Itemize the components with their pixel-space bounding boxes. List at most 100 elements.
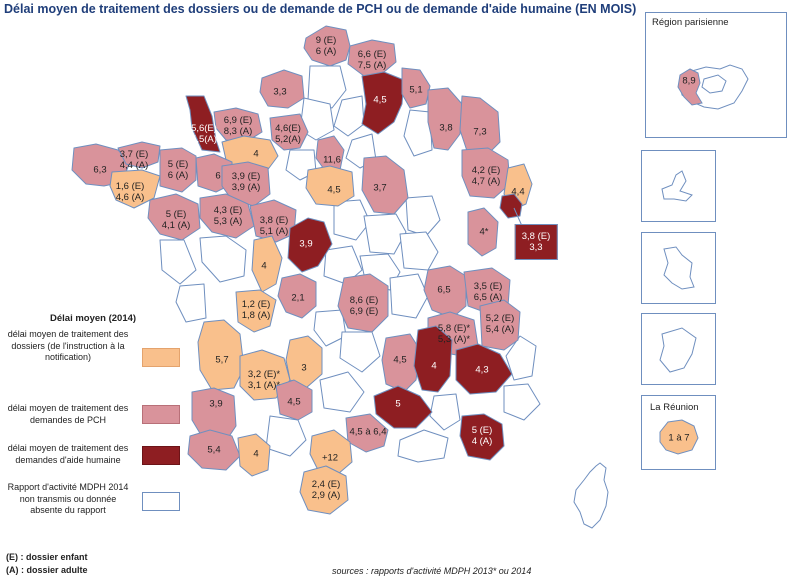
legend-label-pch: délai moyen de traitement des demandes d… [7, 403, 129, 425]
department-label-calvados: 6,9 (E) 8,3 (A) [223, 115, 253, 137]
department-nord [303, 25, 351, 67]
department-aisne [347, 39, 397, 77]
department-gard [373, 385, 433, 429]
inset-region-parisienne-value: 8,9 [682, 75, 696, 87]
department-label-hautes-pyr: 4 [253, 448, 259, 460]
inset-la-reunion-title: La Réunion [650, 402, 699, 413]
department-correze [285, 335, 323, 389]
department-aube [361, 155, 409, 215]
inset-region-parisienne-title: Région parisienne [652, 17, 729, 28]
department-label-aude: +12 [321, 452, 339, 464]
department-haut-rhin [499, 193, 523, 219]
department-label-haute-savoie: 3,5 (E) 6,5 (A) [473, 281, 503, 303]
inset-region-parisienne: Région parisienne 8,9 [645, 12, 787, 138]
legend-swatch-pch [142, 405, 180, 424]
department-no-data [363, 213, 407, 255]
martinique-shape [663, 246, 695, 290]
legend-label-absent: Rapport d'activité MDPH 2014 non transmi… [7, 482, 129, 515]
legend-swatch-instruction [142, 348, 180, 367]
department-label-meuse: 3,8 [439, 122, 453, 134]
department-vosges [461, 147, 511, 199]
department-label-pyr-orientales: 2,4 (E) 2,9 (A) [311, 479, 341, 501]
department-label-orne: 4 [253, 148, 259, 160]
department-label-moselle: 7,3 [473, 126, 487, 138]
department-label-creuse: 2,1 [291, 292, 305, 304]
note-adulte: (A) : dossier adulte [6, 565, 88, 575]
reunion-shape [659, 419, 699, 455]
department-no-data [333, 95, 365, 137]
department-label-dordogne: 3,2 (E)* 3,1 (A)* [247, 369, 281, 391]
department-cotes-armor [117, 141, 161, 169]
department-label-herault: 4,5 à 6,4 [349, 426, 387, 438]
department-label-correze: 3 [301, 362, 307, 374]
department-no-data [313, 309, 347, 347]
department-no-data [333, 199, 371, 241]
department-label-marne: 4,5 [373, 94, 387, 106]
department-label-vendee: 4 [261, 260, 267, 272]
map-title: Délai moyen de traitement des dossiers o… [4, 2, 637, 16]
department-vendee [251, 235, 283, 293]
department-no-data [403, 109, 433, 157]
department-gironde [197, 319, 245, 391]
department-sarthe [221, 161, 271, 207]
department-no-data [505, 335, 537, 381]
note-enfant: (E) : dossier enfant [6, 552, 88, 562]
department-label-nord: 9 (E) 6 (A) [315, 35, 337, 57]
department-label-morbihan: 1,6 (E) 4,6 (A) [115, 181, 145, 203]
department-ardennes [401, 67, 431, 109]
department-label-drome: 4 [431, 360, 437, 372]
department-label-cotes-armor: 3,7 (E) 4,4 (A) [119, 149, 149, 171]
department-label-hautes-alpes: 4,3 [475, 364, 489, 376]
department-no-data [199, 235, 247, 283]
department-no-data [339, 331, 381, 373]
department-label-isere: 5,8 (E)* 5,3 (A)* [437, 323, 471, 345]
department-no-data [265, 415, 307, 457]
department-label-vosges: 4,2 (E) 4,7 (A) [471, 165, 501, 187]
department-morbihan [109, 169, 161, 209]
guadeloupe-shape [661, 170, 693, 202]
inset-la-reunion-value: 1 à 7 [668, 432, 690, 444]
department-label-landes: 3,9 [209, 398, 223, 410]
department-label-charente: 1,2 (E) 1,8 (A) [241, 299, 271, 321]
department-doubs [467, 207, 499, 257]
department-marne [361, 71, 405, 135]
department-ille-vilaine [159, 147, 197, 193]
legend-label-instruction: délai moyen de traitement des dossiers (… [7, 329, 129, 362]
department-charente [235, 289, 277, 333]
department-puy-dome [337, 273, 389, 333]
department-label-essonne: 11,6 [323, 154, 341, 166]
inset-la-reunion: La Réunion 1 à 7 [641, 395, 716, 470]
department-label-doubs: 4* [479, 226, 489, 238]
department-meuse [427, 87, 463, 151]
department-label-eure: 4,6(E) 5,2(A) [275, 123, 301, 145]
department-no-data [397, 429, 449, 463]
department-no-data [429, 393, 461, 431]
department-hautes-alpes [455, 343, 513, 395]
legend-swatch-aide-humaine [142, 446, 180, 465]
department-loire-atl [147, 193, 201, 241]
department-creuse [277, 273, 317, 319]
department-drome [413, 325, 453, 393]
department-label-pyr-atl: 5,4 [207, 444, 221, 456]
department-label-lot-garonne: 4,5 [287, 396, 301, 408]
department-somme [259, 69, 305, 109]
department-maine-loire [199, 193, 255, 239]
department-eure [269, 113, 309, 151]
department-hautes-pyr [237, 433, 271, 477]
department-manche [185, 95, 221, 153]
department-label-maine-loire: 4,3 (E) 5,3 (A) [213, 205, 243, 227]
legend-swatch-absent [142, 492, 180, 511]
department-label-somme: 3,3 [273, 86, 287, 98]
department-label-loire-atl: 5 (E) 4,1 (A) [161, 209, 191, 231]
department-label-cher: 3,9 [299, 238, 313, 250]
source-note: sources : rapports d'activité MDPH 2013*… [332, 566, 532, 576]
legend-label-aide-humaine: délai moyen de traitement des demandes d… [7, 443, 129, 465]
department-aude [309, 429, 353, 475]
department-no-data [319, 371, 365, 413]
inset-guadeloupe [641, 150, 716, 222]
haut-rhin-callout-line [513, 207, 523, 227]
department-label-mayenne: 6 [215, 170, 221, 182]
department-label-sarthe: 3,9 (E) 3,9 (A) [231, 171, 261, 193]
department-label-gironde: 5,7 [215, 354, 229, 366]
